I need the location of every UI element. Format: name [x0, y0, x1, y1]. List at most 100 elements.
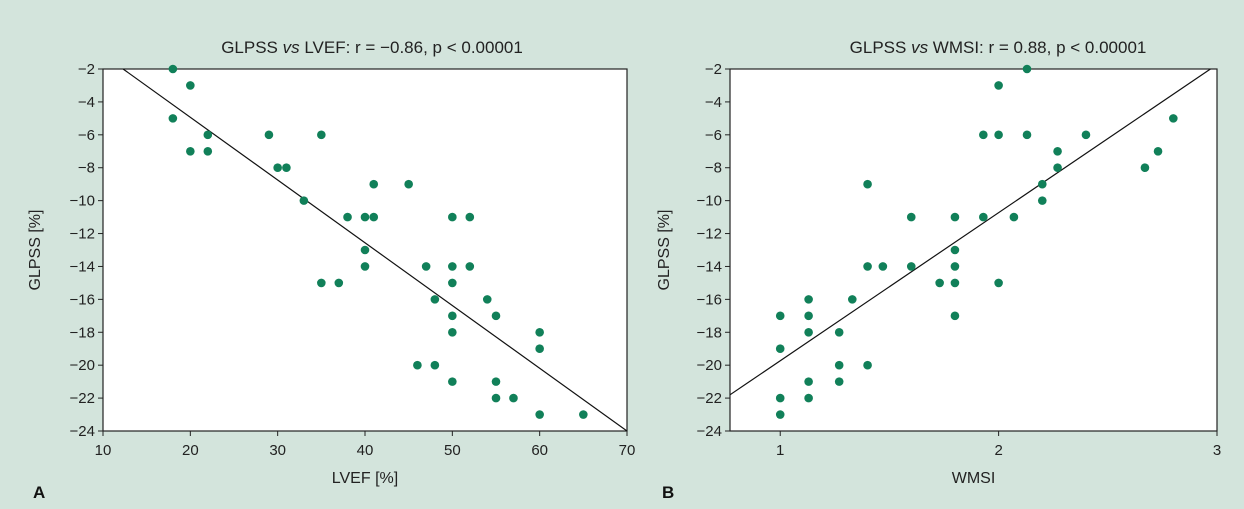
data-point	[1169, 114, 1178, 123]
data-point	[360, 262, 370, 271]
data-point	[1037, 179, 1047, 189]
data-point	[186, 146, 195, 156]
data-point	[847, 295, 857, 304]
panel-letter: B	[662, 483, 674, 502]
data-point	[994, 130, 1003, 140]
data-point	[1009, 212, 1019, 222]
data-point	[413, 360, 422, 370]
y-tick-label: −10	[70, 193, 95, 210]
data-point	[369, 212, 379, 222]
data-point	[360, 245, 370, 255]
data-point	[804, 295, 813, 304]
data-point	[360, 212, 370, 222]
data-point	[979, 130, 988, 140]
x-tick-label: 70	[619, 442, 636, 459]
data-point	[448, 377, 457, 386]
y-tick-label: −20	[70, 357, 95, 374]
y-axis-label: GLPSS [%]	[656, 210, 673, 291]
data-point	[950, 262, 960, 271]
data-point	[334, 278, 344, 288]
data-point	[491, 311, 501, 321]
y-tick-label: −20	[697, 357, 722, 374]
data-point	[834, 360, 844, 370]
data-point	[994, 278, 1003, 288]
y-tick-label: −2	[705, 61, 722, 78]
data-point	[482, 295, 492, 304]
data-point	[535, 327, 544, 337]
panel-letter: A	[33, 483, 45, 502]
y-tick-label: −24	[70, 423, 95, 440]
x-tick-label: 30	[269, 442, 286, 459]
data-point	[950, 278, 960, 288]
data-point	[1140, 163, 1150, 173]
data-point	[863, 262, 872, 271]
data-point	[1053, 146, 1062, 156]
x-tick-label: 60	[531, 442, 548, 459]
data-point	[775, 344, 785, 354]
data-point	[878, 262, 888, 271]
data-point	[1022, 64, 1032, 74]
y-tick-label: −6	[705, 127, 722, 144]
data-point	[509, 393, 518, 403]
x-tick-label: 50	[444, 442, 461, 459]
chart-title-part: GLPSS	[850, 38, 911, 57]
data-point	[863, 179, 872, 189]
data-point	[465, 262, 475, 271]
data-point	[994, 81, 1003, 90]
y-tick-label: −12	[697, 226, 722, 243]
data-point	[775, 311, 785, 321]
data-point	[186, 81, 195, 90]
data-point	[775, 393, 785, 403]
data-point	[535, 410, 544, 419]
data-point	[430, 360, 440, 370]
data-point	[168, 64, 178, 74]
x-tick-label: 40	[357, 442, 374, 459]
data-point	[950, 311, 960, 321]
x-tick-label: 20	[182, 442, 199, 459]
y-axis-label: GLPSS [%]	[27, 210, 44, 291]
data-point	[1022, 130, 1032, 140]
chart-panel-a: GLPSS vs LVEF: r = −0.86, p < 0.00001 10 2…	[27, 38, 635, 502]
x-tick-label: 10	[95, 442, 112, 459]
data-point	[465, 212, 475, 222]
y-tick-label: −14	[697, 258, 722, 275]
data-point	[1081, 130, 1091, 140]
data-point	[448, 311, 457, 321]
data-point	[264, 130, 274, 140]
y-tick-label: −22	[70, 390, 95, 407]
data-point	[421, 262, 431, 271]
y-tick-label: −4	[705, 94, 722, 111]
data-point	[282, 163, 291, 173]
y-tick-label: −12	[70, 226, 95, 243]
y-tick-label: −4	[78, 94, 95, 111]
y-tick-label: −6	[78, 127, 95, 144]
data-point	[804, 377, 813, 386]
y-tick-label: −14	[70, 258, 95, 275]
plot-area	[729, 68, 1218, 432]
data-point	[1153, 146, 1163, 156]
chart-title: GLPSS vs WMSI: r = 0.88, p < 0.00001	[850, 38, 1147, 57]
y-tick-label: −18	[70, 324, 95, 341]
data-point	[775, 410, 785, 419]
data-point	[369, 179, 379, 189]
data-point	[906, 262, 916, 271]
regression-line	[122, 69, 627, 431]
data-point	[203, 146, 213, 156]
data-point	[906, 212, 916, 222]
y-tick-label: −18	[697, 324, 722, 341]
y-tick-label: −8	[705, 160, 722, 177]
data-point	[1037, 196, 1047, 205]
data-point	[535, 344, 544, 354]
data-point	[979, 212, 988, 222]
chart-title-part: LVEF: r = −0.86, p < 0.00001	[300, 38, 523, 57]
data-point	[950, 212, 960, 222]
data-point	[299, 196, 309, 205]
y-tick-label: −10	[697, 193, 722, 210]
data-point	[448, 262, 457, 271]
data-point	[448, 278, 457, 288]
chart-title-part: vs	[911, 38, 929, 57]
data-point	[863, 360, 872, 370]
data-point	[1053, 163, 1062, 173]
